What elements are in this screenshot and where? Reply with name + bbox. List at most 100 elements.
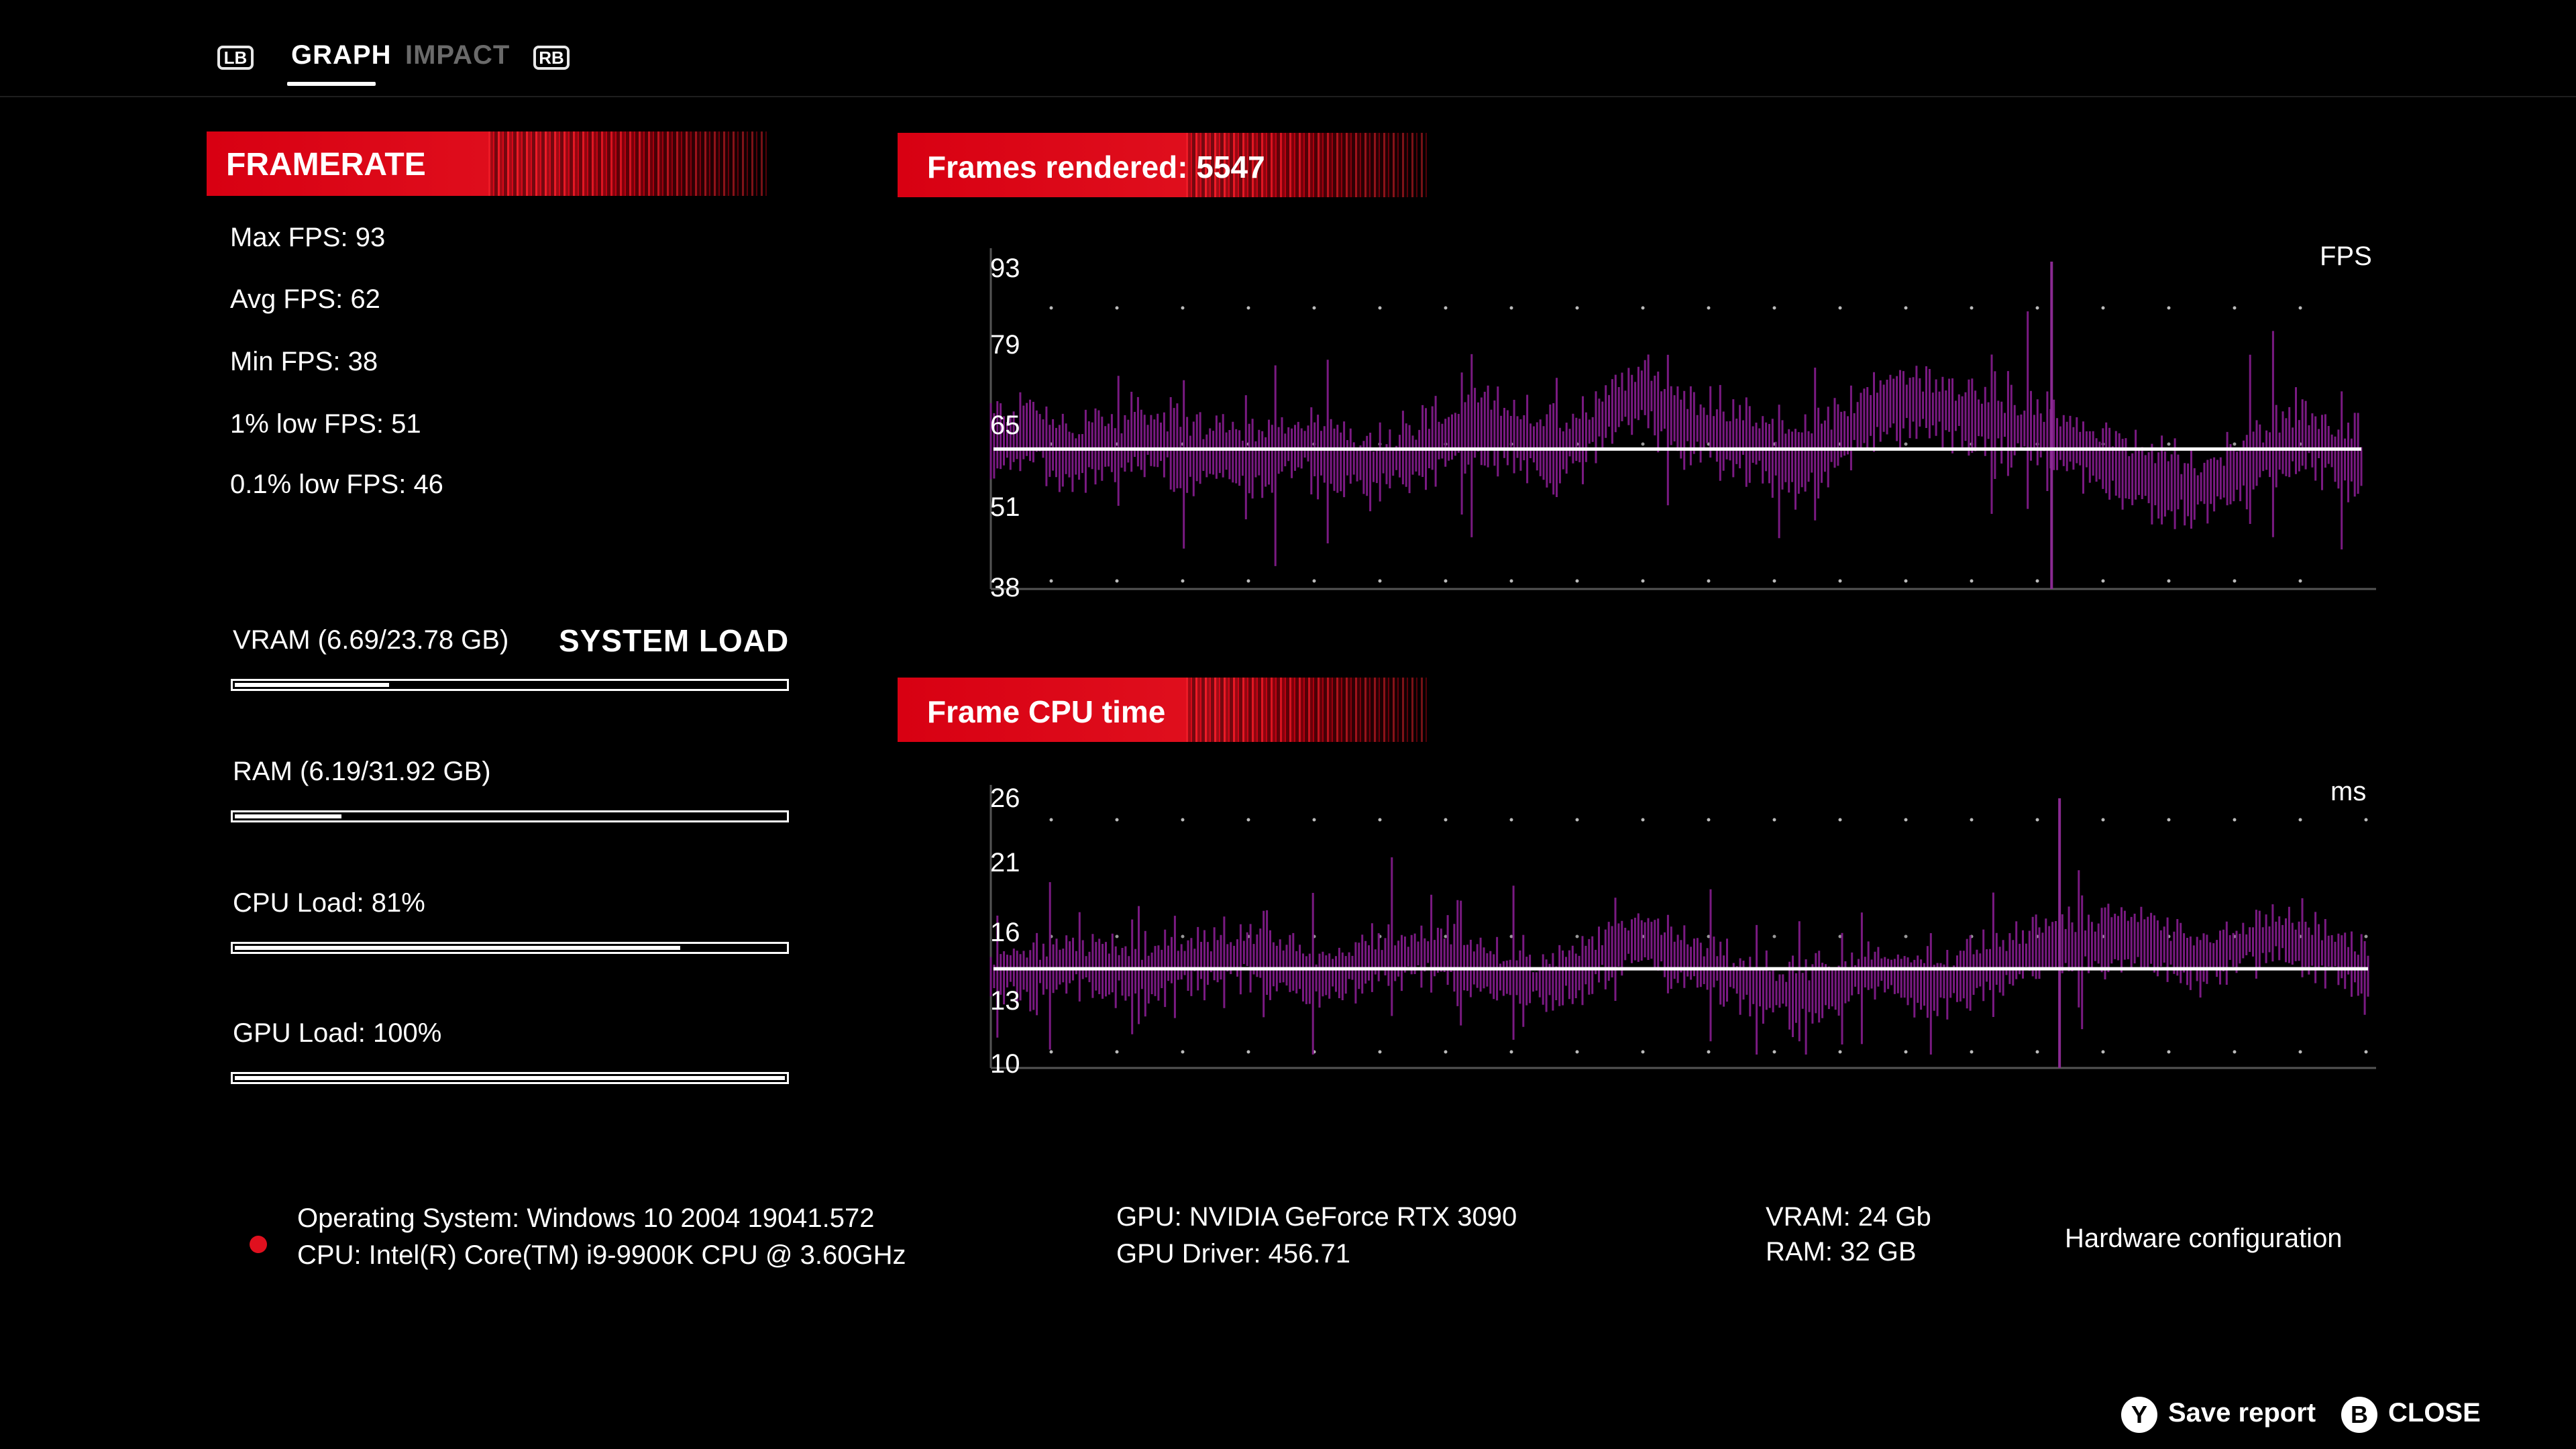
y-button-icon[interactable]: Y — [2121, 1397, 2157, 1433]
gpu-load-bar — [231, 1072, 789, 1084]
grid-dot — [1904, 934, 1908, 938]
framerate-banner — [207, 131, 770, 196]
hardware-config-title: Hardware configuration — [2065, 1224, 2343, 1253]
grid-dot — [1246, 306, 1250, 310]
grid-dot — [1115, 934, 1119, 938]
tab-impact[interactable]: IMPACT — [405, 40, 511, 70]
lb-bumper-icon[interactable]: LB — [217, 46, 254, 70]
grid-dot — [2167, 306, 2171, 310]
grid-dot — [2233, 306, 2237, 310]
grid-dot — [1049, 306, 1053, 310]
grid-dot — [1246, 579, 1250, 583]
grid-dot — [1509, 934, 1513, 938]
grid-dot — [1838, 818, 1842, 822]
frames-rendered-banner — [898, 133, 1428, 197]
frame-cpu-time-title: Frame CPU time — [927, 694, 1166, 729]
grid-dot — [2364, 1050, 2368, 1054]
grid-dot — [1509, 579, 1513, 583]
y-tick-label: 10 — [990, 1049, 1020, 1079]
grid-dot — [1509, 818, 1513, 822]
grid-dot — [1904, 306, 1908, 310]
grid-dot — [1641, 442, 1645, 446]
grid-dot — [1115, 1050, 1119, 1054]
ram-load-bar — [231, 810, 789, 822]
low01-fps-stat: 0.1% low FPS: 46 — [230, 470, 443, 499]
y-tick-label: 51 — [990, 492, 1020, 522]
grid-dot — [1444, 306, 1448, 310]
grid-dot — [2035, 579, 2039, 583]
grid-dot — [1181, 934, 1185, 938]
unit-label: ms — [2330, 777, 2367, 806]
grid-dot — [1312, 306, 1316, 310]
cpu-time-chart: 26 21 16 13 10 ms — [989, 777, 2377, 1087]
grid-dot — [1838, 934, 1842, 938]
grid-dot — [1641, 306, 1645, 310]
grid-dot — [1378, 818, 1382, 822]
save-report-button[interactable]: Save report — [2168, 1398, 2316, 1428]
grid-dot — [2101, 579, 2105, 583]
grid-dot — [1970, 579, 1974, 583]
grid-dot — [2167, 579, 2171, 583]
grid-dot — [2298, 1050, 2302, 1054]
y-tick-label: 93 — [990, 254, 1020, 283]
grid-dot — [1575, 306, 1579, 310]
grid-dot — [1970, 306, 1974, 310]
chart-svg — [989, 785, 2376, 1069]
grid-dot — [1378, 579, 1382, 583]
grid-dot — [2233, 818, 2237, 822]
avg-fps-stat: Avg FPS: 62 — [230, 284, 380, 314]
grid-dot — [1049, 579, 1053, 583]
y-tick-label: 26 — [990, 784, 1020, 813]
grid-dot — [1641, 1050, 1645, 1054]
grid-dot — [1378, 306, 1382, 310]
grid-dot — [1444, 1050, 1448, 1054]
grid-dot — [1049, 1050, 1053, 1054]
rb-bumper-icon[interactable]: RB — [533, 46, 570, 70]
grid-dot — [1707, 818, 1711, 822]
grid-dot — [1575, 1050, 1579, 1054]
grid-dot — [1772, 579, 1776, 583]
unit-label: FPS — [2320, 241, 2372, 271]
load-bar-fill — [235, 946, 680, 950]
grid-dot — [1904, 579, 1908, 583]
grid-dot — [2233, 442, 2237, 446]
grid-dot — [1707, 1050, 1711, 1054]
b-button-icon[interactable]: B — [2341, 1397, 2377, 1433]
grid-dot — [2035, 306, 2039, 310]
grid-dot — [1641, 818, 1645, 822]
framerate-title: FRAMERATE — [226, 147, 426, 182]
grid-dot — [1772, 306, 1776, 310]
grid-dot — [2233, 579, 2237, 583]
grid-dot — [1181, 818, 1185, 822]
grid-dot — [1115, 579, 1119, 583]
vram-info: VRAM: 24 Gb — [1766, 1202, 1931, 1232]
gpu-info: GPU: NVIDIA GeForce RTX 3090 — [1116, 1202, 1517, 1232]
grid-dot — [2035, 818, 2039, 822]
vram-load-label: VRAM (6.69/23.78 GB) — [233, 625, 509, 655]
close-button[interactable]: CLOSE — [2388, 1398, 2481, 1428]
tab-graph[interactable]: GRAPH — [291, 40, 392, 70]
grid-dot — [1115, 818, 1119, 822]
cpu-load-bar — [231, 942, 789, 954]
series-band — [989, 857, 2369, 1055]
series-band — [989, 311, 2363, 566]
grid-dot — [1838, 1050, 1842, 1054]
system-load-title: SYSTEM LOAD — [559, 623, 790, 658]
grid-dot — [1181, 306, 1185, 310]
grid-dot — [1772, 818, 1776, 822]
grid-dot — [1838, 579, 1842, 583]
grid-dot — [1904, 442, 1908, 446]
active-tab-indicator — [287, 82, 376, 86]
grid-dot — [1575, 934, 1579, 938]
cpu-load-label: CPU Load: 81% — [233, 888, 425, 918]
ram-load-label: RAM (6.19/31.92 GB) — [233, 757, 491, 786]
ram-info: RAM: 32 GB — [1766, 1237, 1917, 1267]
grid-dot — [1772, 1050, 1776, 1054]
grid-dot — [2233, 1050, 2237, 1054]
y-tick-label: 38 — [990, 573, 1020, 602]
chart-svg — [989, 248, 2376, 590]
grid-dot — [1246, 818, 1250, 822]
grid-dot — [2101, 1050, 2105, 1054]
grid-dot — [2364, 934, 2368, 938]
cpu-info: CPU: Intel(R) Core(TM) i9-9900K CPU @ 3.… — [297, 1240, 906, 1270]
